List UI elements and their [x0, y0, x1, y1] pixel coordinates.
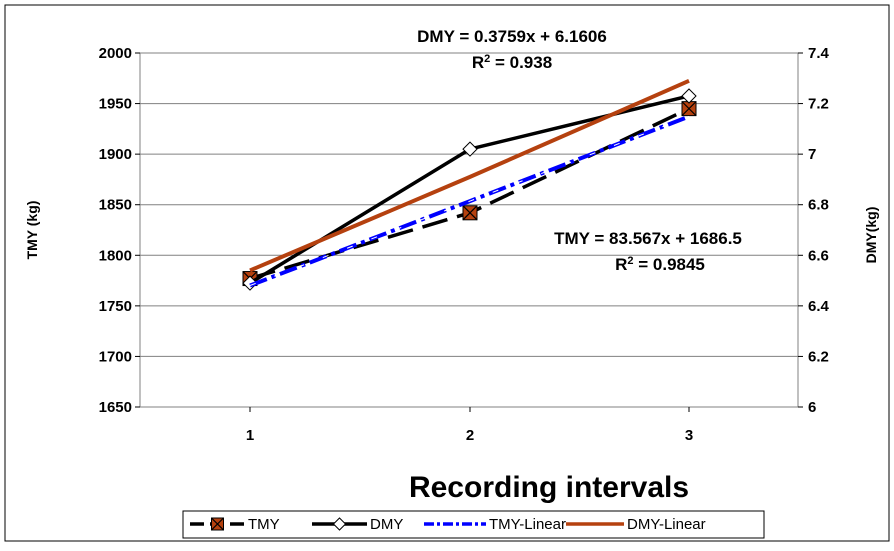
left-tick-label: 1950 — [99, 96, 132, 113]
right-tick-label: 6 — [808, 399, 816, 416]
left-tick-label: 1800 — [99, 247, 132, 264]
dmy-r-squared: R2 = 0.938 — [472, 53, 552, 72]
legend-label-dmy-linear: DMY-Linear — [627, 516, 706, 533]
legend-label-tmy: TMY — [248, 516, 280, 533]
left-tick-label: 1650 — [99, 399, 132, 416]
tmy-r-squared: R2 = 0.9845 — [615, 255, 705, 274]
tmy-equation-annotation: TMY = 83.567x + 1686.5 R2 = 0.9845 — [554, 229, 742, 274]
legend-items: TMY DMY TMY-Linear DMY-Linear — [190, 516, 706, 533]
series-layer — [242, 78, 697, 291]
right-tick-label: 6.2 — [808, 348, 829, 365]
chart-area-border — [4, 4, 890, 542]
legend-item-dmy-linear: DMY-Linear — [566, 516, 706, 533]
legend-item-tmy: TMY — [190, 516, 280, 533]
left-tick-label: 2000 — [99, 45, 132, 62]
right-axis-title: DMY(kg) — [863, 207, 879, 264]
legend: TMY DMY TMY-Linear DMY-Linear — [182, 510, 765, 539]
legend-label-dmy: DMY — [370, 516, 403, 533]
x-tick-label: 2 — [466, 427, 474, 444]
dmy-equation: DMY = 0.3759x + 6.1606 — [417, 27, 607, 46]
legend-box — [182, 510, 765, 539]
legend-item-dmy: DMY — [312, 516, 403, 533]
right-tick-label: 7.4 — [808, 45, 830, 62]
x-tick-label: 3 — [685, 427, 693, 444]
data-point-dmy — [462, 141, 478, 157]
legend-marker-dmy — [332, 517, 347, 531]
legend-label-tmy-linear: TMY-Linear — [489, 516, 566, 533]
left-tick-label: 1700 — [99, 348, 132, 365]
right-axis-ticks: 6 6.2 6.4 6.6 6.8 7 7.2 7.4 — [798, 45, 830, 416]
legend-item-tmy-linear: TMY-Linear — [424, 516, 566, 533]
legend-marker-tmy-x — [211, 517, 224, 531]
series-line-highlight-tmy-linear — [249, 116, 690, 286]
right-tick-label: 6.8 — [808, 197, 829, 214]
x-axis-title: Recording intervals — [409, 471, 689, 504]
tmy-equation: TMY = 83.567x + 1686.5 — [554, 229, 742, 248]
series-dmy-linear — [249, 78, 690, 273]
x-axis-ticks: 1 2 3 — [246, 407, 693, 444]
left-axis-title: TMY (kg) — [24, 201, 40, 260]
right-tick-label: 7.2 — [808, 96, 829, 113]
left-tick-label: 1750 — [99, 298, 132, 315]
x-tick-label: 1 — [246, 427, 254, 444]
plot-area-border — [139, 52, 799, 408]
series-tmy-linear — [249, 114, 690, 288]
left-tick-label: 1850 — [99, 197, 132, 214]
right-tick-label: 7 — [808, 146, 816, 163]
data-point-tmy-x — [462, 205, 478, 221]
left-tick-label: 1900 — [99, 146, 132, 163]
left-axis-ticks: 1650 1700 1750 1800 1850 1900 1950 2000 — [99, 45, 140, 416]
right-tick-label: 6.4 — [808, 298, 830, 315]
dmy-equation-annotation: DMY = 0.3759x + 6.1606 R2 = 0.938 — [417, 27, 607, 72]
data-point-dmy — [681, 88, 697, 104]
data-point-tmy-x — [681, 101, 697, 117]
series-line-dmy-linear — [249, 78, 690, 273]
right-tick-label: 6.6 — [808, 247, 829, 264]
data-point-dmy — [242, 275, 258, 291]
